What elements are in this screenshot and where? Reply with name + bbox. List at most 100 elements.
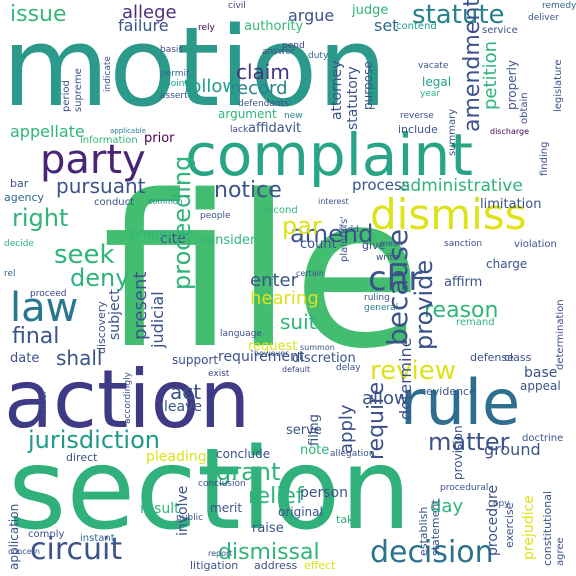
word-failure: failure — [118, 16, 169, 35]
word-motion: motion — [2, 3, 388, 131]
word-seek: seek — [54, 240, 115, 270]
word-discharge: discharge — [490, 127, 529, 136]
word-conduct: conduct — [94, 197, 135, 208]
word-subject: subject — [107, 289, 123, 340]
word-service: service — [482, 25, 518, 36]
word-constitutional: constitutional — [541, 490, 554, 566]
word-second: second — [262, 205, 298, 216]
word-applicable: applicable — [110, 127, 146, 135]
word-however: however — [254, 349, 289, 358]
word-language: language — [220, 329, 262, 339]
word-matter: matter — [428, 428, 510, 456]
word-judicial: judicial — [148, 291, 167, 348]
word-conclusion: conclusion — [198, 479, 246, 489]
word-add: add — [342, 225, 359, 235]
word-mean: mean — [380, 239, 403, 248]
word-merit: merit — [210, 501, 243, 515]
word-decide: decide — [4, 239, 34, 249]
word-application: application — [7, 503, 21, 570]
word-ground: ground — [484, 440, 541, 459]
word-result: result — [140, 501, 180, 517]
word-legal: legal — [422, 75, 452, 89]
word-affidavit: affidavit — [248, 121, 302, 136]
word-common: common — [148, 197, 183, 206]
word-deny: deny — [70, 264, 130, 292]
word-complaint: complaint — [185, 121, 473, 189]
word-file: file — [102, 150, 422, 395]
word-obtain: obtain — [519, 92, 530, 124]
word-decision: decision — [370, 535, 494, 570]
word-violation: violation — [514, 239, 557, 250]
word-ruling: ruling — [364, 293, 390, 303]
word-establish: establish — [417, 506, 430, 556]
word-new: new — [284, 111, 303, 121]
word-base: base — [524, 365, 558, 381]
word-discovery: discovery — [95, 301, 108, 354]
word-shall: shall — [56, 346, 103, 370]
word-accordingly: accordingly — [123, 372, 133, 424]
word-review: review — [370, 356, 456, 386]
word-evidence: evidence — [426, 385, 476, 398]
word-properly: properly — [505, 60, 519, 110]
word-conclude: conclude — [216, 447, 271, 461]
word-year: year — [420, 89, 441, 99]
word-support: support — [172, 353, 219, 367]
word-pleading: pleading — [146, 449, 207, 465]
word-argue: argue — [288, 6, 335, 25]
word-day: day — [430, 496, 464, 517]
word-contend: contend — [396, 21, 437, 32]
word-remedy: remedy — [542, 1, 576, 11]
word-sanction: sanction — [444, 239, 483, 249]
word-provision: provision — [451, 425, 465, 480]
word-jurisdiction: jurisdiction — [28, 426, 160, 454]
word-rule: rule — [400, 366, 521, 439]
word-involve: involve — [175, 485, 191, 536]
word-grant: grant — [216, 458, 281, 486]
word-proceeding: proceeding — [168, 155, 196, 290]
word-follow: follow — [184, 76, 238, 97]
word-doctrine: doctrine — [522, 433, 564, 444]
word-authority: authority — [244, 19, 304, 34]
word-date: date — [10, 351, 40, 366]
word-basis: basis — [160, 45, 184, 55]
word-render: render — [39, 390, 49, 420]
word-write: write — [376, 253, 399, 263]
word-plaintiffs: plaintiffs' — [339, 216, 350, 262]
word-give: give — [362, 239, 386, 252]
word-chr: chr — [368, 259, 423, 299]
word-because: because — [381, 228, 414, 346]
word-issue: issue — [10, 2, 67, 27]
word-record: record — [230, 78, 288, 99]
word-effect: effect — [304, 559, 336, 572]
word-exist: exist — [208, 369, 230, 379]
word-permit: permit — [160, 69, 190, 79]
word-copy: copy — [488, 499, 510, 509]
word-proper: proper — [130, 227, 173, 242]
word-require: require — [364, 381, 389, 460]
word-notice: notice — [214, 178, 282, 203]
word-point: point — [165, 79, 188, 89]
word-suit: suit — [280, 310, 317, 334]
word-include: include — [398, 123, 438, 136]
word-enter: enter — [250, 270, 299, 291]
word-indicate: indicate — [103, 56, 113, 92]
word-prior: prior — [144, 131, 175, 146]
word-dismissal: dismissal — [218, 540, 320, 565]
word-original: original — [278, 505, 323, 519]
word-lack: lack — [230, 125, 249, 135]
word-deliver: deliver — [528, 13, 559, 23]
word-assert: assert — [160, 91, 188, 101]
word-reverse: reverse — [400, 111, 434, 121]
word-procedure: procedure — [485, 484, 501, 556]
word-count: count — [300, 237, 337, 252]
word-remand: remand — [456, 317, 495, 328]
word-public: public — [176, 513, 204, 523]
word-determine: determine — [396, 337, 415, 420]
word-information: information — [80, 135, 138, 146]
word-prejudice: prejudice — [521, 495, 537, 560]
word-litigation: litigation — [190, 559, 239, 572]
word-agree: agree — [555, 537, 566, 566]
word-request: request — [248, 339, 298, 354]
word-party: party — [40, 137, 146, 183]
